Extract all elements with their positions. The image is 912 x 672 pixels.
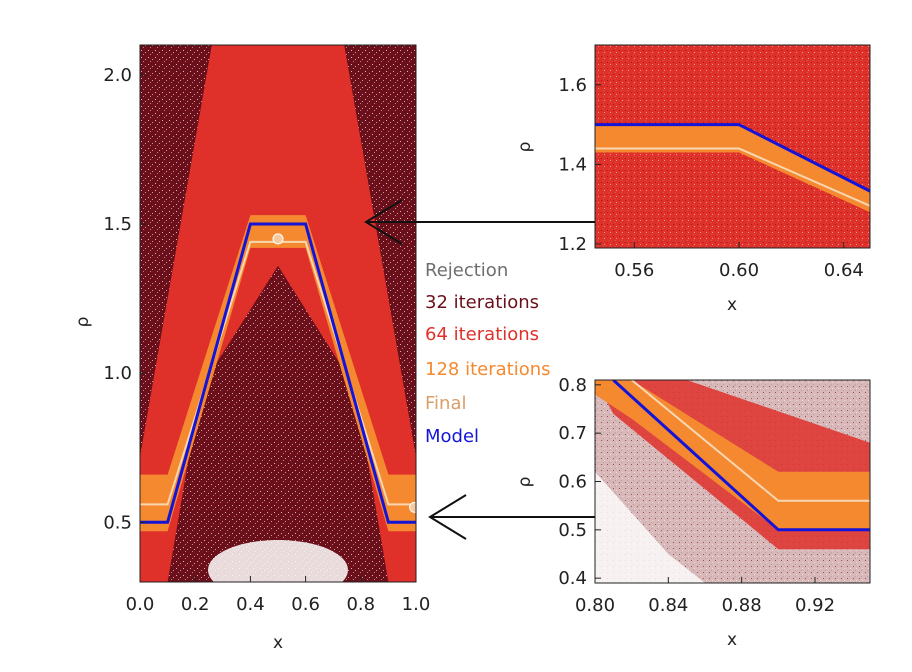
inset-top-plot-area [595, 45, 870, 248]
main-ticks: 0.0 0.2 0.4 0.6 0.8 1.0 0.5 1.0 1.5 2.0 [103, 65, 430, 615]
main-plot-area [140, 45, 416, 582]
inset-bottom-ytick-label: 0.6 [558, 472, 587, 493]
inset-bottom-ticks: 0.80 0.84 0.88 0.92 0.4 0.5 0.6 0.7 0.8 [558, 375, 835, 616]
main-ytick-label: 0.5 [103, 512, 132, 533]
inset-top-xtick-label: 0.60 [719, 260, 759, 281]
main-ytick-label: 2.0 [103, 65, 132, 86]
zoom-arrows [364, 199, 595, 540]
main-panel: 0.0 0.2 0.4 0.6 0.8 1.0 0.5 1.0 1.5 2.0 x ρ [73, 44, 430, 653]
main-sparse-region [208, 540, 348, 582]
legend-model: Model [425, 426, 479, 447]
main-xtick-label: 0.6 [291, 594, 320, 615]
inset-bottom-xlabel: x [727, 630, 737, 650]
legend-rejection: Rejection [425, 260, 508, 281]
inset-bottom-ytick-label: 0.5 [558, 520, 587, 541]
main-xtick-label: 0.4 [236, 594, 265, 615]
main-xtick-label: 0.8 [346, 594, 375, 615]
legend-64-iterations: 64 iterations [425, 324, 539, 345]
inset-top-xtick-label: 0.64 [824, 260, 864, 281]
main-xlabel: x [273, 633, 283, 653]
inset-bottom-plot-area [595, 380, 870, 583]
inset-bottom-xtick-label: 0.92 [795, 595, 835, 616]
main-xtick-label: 0.0 [126, 594, 155, 615]
inset-top-ticks: 0.56 0.60 0.64 1.2 1.4 1.6 [558, 75, 863, 281]
inset-bottom-sparse-region [595, 471, 705, 583]
inset-bottom-model-line [612, 380, 870, 532]
main-marker-1 [409, 501, 416, 513]
legend-128-iterations: 128 iterations [425, 359, 551, 380]
inset-bottom-final-line [631, 380, 870, 502]
main-ylabel: ρ [73, 317, 93, 328]
inset-bottom-xtick-label: 0.84 [648, 595, 688, 616]
main-64-iterations-region [140, 45, 416, 582]
inset-top-final-line [595, 147, 870, 207]
inset-top-ytick-label: 1.6 [558, 75, 587, 96]
main-marker-0 [272, 233, 284, 245]
legend-32-iterations: 32 iterations [425, 292, 539, 313]
inset-top-128-band [595, 124, 870, 213]
inset-bottom-ytick-label: 0.8 [558, 375, 587, 396]
main-ytick-label: 1.5 [103, 214, 132, 235]
inset-bottom-panel: 0.80 0.84 0.88 0.92 0.4 0.5 0.6 0.7 0.8 x ρ [515, 375, 871, 650]
main-ytick-label: 1.0 [103, 363, 132, 384]
main-xtick-label: 1.0 [402, 594, 431, 615]
main-xtick-label: 0.2 [181, 594, 210, 615]
inset-top-panel: 0.56 0.60 0.64 1.2 1.4 1.6 x ρ [515, 44, 871, 315]
inset-top-ylabel: ρ [515, 142, 535, 153]
inset-bottom-ytick-label: 0.4 [558, 568, 587, 589]
main-markers [272, 233, 416, 513]
inset-bottom-ylabel: ρ [515, 477, 535, 488]
inset-top-xlabel: x [727, 295, 737, 315]
inset-top-ytick-label: 1.2 [558, 234, 587, 255]
inset-top-xtick-label: 0.56 [614, 260, 654, 281]
inset-top-model-line [595, 123, 870, 193]
inset-bottom-128-band [595, 380, 870, 530]
main-model-line [140, 222, 416, 524]
inset-top-frame [594, 44, 871, 249]
arrow-top-head [364, 199, 403, 245]
inset-bottom-xtick-label: 0.80 [575, 595, 615, 616]
legend: Rejection 32 iterations 64 iterations 12… [425, 260, 551, 447]
main-128-iterations-region [140, 215, 416, 532]
inset-top-ytick-label: 1.4 [558, 154, 587, 175]
inset-bottom-xtick-label: 0.88 [722, 595, 762, 616]
arrow-bottom-head [428, 494, 467, 540]
main-frame [139, 44, 417, 583]
inset-bottom-ytick-label: 0.7 [558, 423, 587, 444]
legend-final: Final [425, 393, 466, 414]
